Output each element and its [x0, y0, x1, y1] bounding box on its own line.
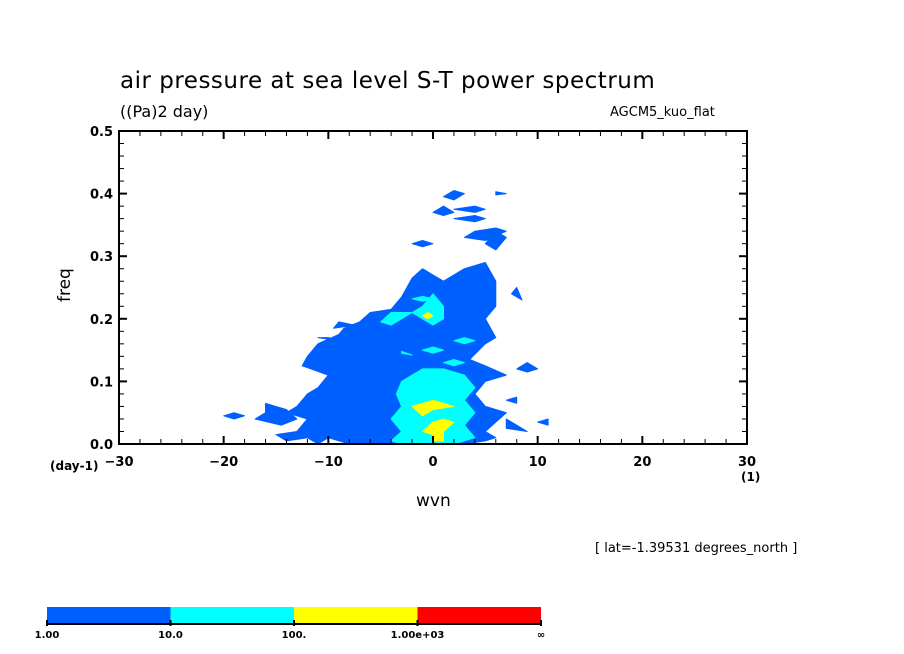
contour-region-1-10	[495, 191, 507, 196]
contour-region-10-100	[422, 346, 444, 354]
y-tick-label: 0.5	[90, 125, 113, 140]
contour-region-1-10	[505, 396, 518, 404]
contour-region-1-10	[359, 368, 392, 382]
contour-region-1-10	[505, 418, 528, 432]
contour-region-10-100	[411, 295, 434, 302]
colorbar-swatch	[417, 607, 541, 624]
axes: −30 −20 −10 0 10 20 30 0.0 0.1 0.2 0.3 0.4 0.5	[90, 125, 756, 470]
y-axis-unit: (day-1)	[50, 459, 99, 473]
chart-units: ((Pa)2 day)	[120, 102, 209, 121]
contour-region-1-10	[453, 205, 486, 213]
model-name: AGCM5_kuo_flat	[610, 105, 715, 120]
contour-region-10-100	[401, 350, 413, 356]
x-tick-label: 0	[428, 455, 437, 470]
contour-region-100-1000	[411, 399, 455, 417]
y-tick-label: 0.0	[90, 438, 113, 453]
x-tick-label: −20	[209, 455, 238, 470]
y-tick-label: 0.3	[90, 250, 113, 265]
colorbar-label: 1.00	[35, 630, 60, 641]
colorbar-swatch	[47, 607, 171, 624]
x-tick-label: −30	[105, 455, 134, 470]
contour-fills	[223, 190, 549, 445]
contour-region-1-10	[411, 240, 434, 248]
colorbar-label: 100.	[282, 630, 307, 641]
y-tick-label: 0.4	[90, 188, 113, 203]
x-axis-unit: (1)	[741, 470, 761, 484]
colorbar-label: 1.00e+03	[391, 630, 445, 641]
contour-region-1-10	[516, 362, 539, 373]
latitude-annotation: [ lat=-1.39531 degrees_north ]	[595, 541, 798, 556]
contour-region-1-10	[463, 227, 507, 241]
contour-region-1-10	[537, 418, 549, 426]
y-tick-label: 0.2	[90, 313, 113, 328]
contour-region-10-100	[443, 359, 465, 367]
contour-region-1-10	[511, 287, 523, 301]
chart-title: air pressure at sea level S-T power spec…	[120, 68, 656, 94]
colorbar: 1.00 10.0 100. 1.00e+03 ∞	[35, 607, 545, 641]
contour-region-1-10	[223, 412, 246, 420]
x-tick-label: 20	[633, 455, 651, 470]
y-tick-label: 0.1	[90, 375, 113, 390]
colorbar-label: ∞	[537, 630, 545, 641]
contour-region-100-1000	[422, 418, 455, 442]
x-tick-label: 30	[738, 455, 756, 470]
contour-region-10-100	[453, 337, 476, 345]
x-tick-label: 10	[529, 455, 547, 470]
contour-region-1-10	[443, 190, 465, 201]
colorbar-swatch	[170, 607, 294, 624]
contour-region-1-10	[453, 215, 486, 223]
x-tick-label: −10	[314, 455, 343, 470]
contour-region-100-1000	[422, 312, 434, 320]
contour-region-10-100	[380, 312, 413, 326]
x-axis-label: wvn	[416, 491, 451, 511]
colorbar-label: 10.0	[158, 630, 183, 641]
colorbar-swatch	[294, 607, 418, 624]
contour-region-10-100	[411, 293, 444, 326]
contour-region-1-10	[432, 205, 455, 216]
contour-region-1-10	[317, 337, 340, 342]
contour-region-1-10	[254, 402, 298, 426]
contour-region-1-10	[333, 321, 355, 329]
